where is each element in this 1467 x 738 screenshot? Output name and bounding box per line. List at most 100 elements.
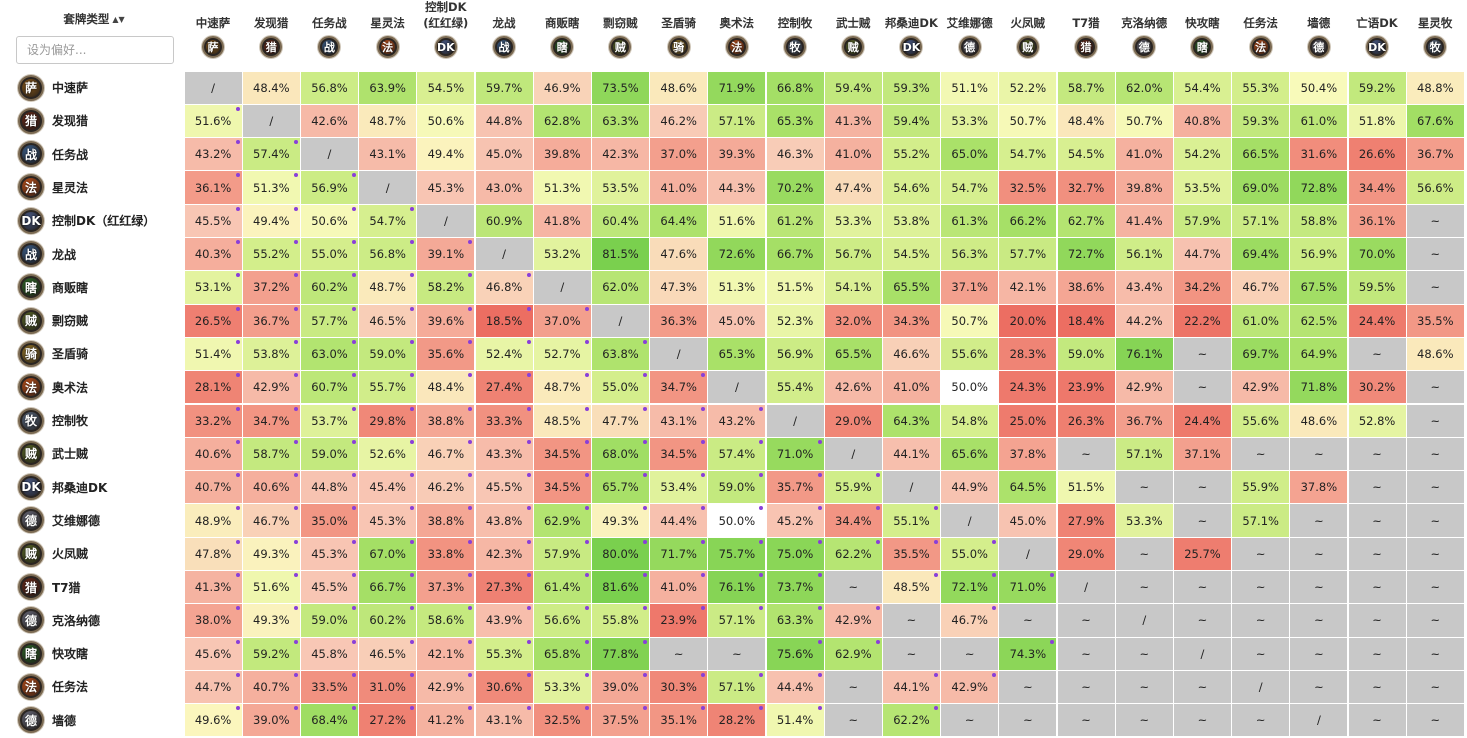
row-header[interactable]: 骑圣盾骑 — [18, 339, 88, 369]
winrate-cell[interactable]: 37.0% — [533, 304, 591, 337]
winrate-cell[interactable]: 56.8% — [359, 238, 417, 271]
winrate-cell[interactable]: 27.9% — [1057, 504, 1115, 537]
winrate-cell[interactable]: 61.0% — [1232, 304, 1290, 337]
winrate-cell[interactable]: 54.5% — [882, 238, 941, 271]
winrate-cell[interactable]: 69.4% — [1232, 238, 1290, 271]
winrate-cell[interactable]: 68.0% — [591, 437, 650, 471]
winrate-cell[interactable]: 20.0% — [999, 304, 1057, 337]
winrate-cell[interactable]: 61.0% — [1290, 104, 1348, 138]
no-data-cell[interactable]: ~ — [1406, 504, 1464, 537]
winrate-cell[interactable]: 33.2% — [184, 404, 242, 437]
winrate-cell[interactable]: 62.2% — [824, 537, 882, 570]
winrate-cell[interactable]: 55.3% — [1232, 71, 1290, 104]
row-header[interactable]: 贼剽窃贼 — [18, 306, 88, 336]
winrate-cell[interactable]: 48.9% — [184, 504, 242, 537]
winrate-cell[interactable]: 57.1% — [1232, 204, 1290, 237]
winrate-cell[interactable]: 34.7% — [650, 371, 708, 404]
winrate-cell[interactable]: 48.7% — [533, 371, 591, 404]
winrate-cell[interactable]: 49.3% — [242, 604, 300, 637]
winrate-cell[interactable]: 51.3% — [242, 171, 300, 204]
winrate-cell[interactable]: 24.3% — [999, 371, 1057, 404]
no-data-cell[interactable]: ~ — [1290, 637, 1348, 670]
winrate-cell[interactable]: 62.5% — [1290, 304, 1348, 337]
winrate-cell[interactable]: 55.6% — [941, 337, 999, 371]
winrate-cell[interactable]: 56.6% — [1406, 171, 1464, 204]
winrate-cell[interactable]: 37.8% — [999, 437, 1057, 471]
no-data-cell[interactable]: ~ — [1173, 571, 1232, 604]
winrate-cell[interactable]: 62.0% — [1115, 71, 1173, 104]
no-data-cell[interactable]: ~ — [1406, 371, 1464, 404]
winrate-cell[interactable]: 48.8% — [1406, 71, 1464, 104]
winrate-cell[interactable]: 62.2% — [882, 704, 941, 737]
winrate-cell[interactable]: 50.7% — [1115, 104, 1173, 138]
mirror-cell[interactable]: / — [359, 171, 417, 204]
column-header[interactable]: T7猎猎 — [1057, 0, 1115, 66]
mirror-cell[interactable]: / — [1290, 704, 1348, 737]
no-data-cell[interactable]: ~ — [1173, 604, 1232, 637]
winrate-cell[interactable]: 30.3% — [650, 670, 708, 704]
no-data-cell[interactable]: ~ — [1348, 571, 1406, 604]
winrate-cell[interactable]: 65.7% — [591, 471, 650, 504]
winrate-cell[interactable]: 54.7% — [359, 204, 417, 237]
mirror-cell[interactable]: / — [533, 271, 591, 304]
winrate-cell[interactable]: 28.1% — [184, 371, 242, 404]
no-data-cell[interactable]: ~ — [1115, 571, 1173, 604]
winrate-cell[interactable]: 59.0% — [708, 471, 766, 504]
winrate-cell[interactable]: 77.8% — [591, 637, 650, 670]
no-data-cell[interactable]: ~ — [1115, 471, 1173, 504]
winrate-cell[interactable]: 48.4% — [242, 71, 300, 104]
winrate-cell[interactable]: 44.7% — [184, 670, 242, 704]
winrate-cell[interactable]: 72.7% — [1057, 238, 1115, 271]
winrate-cell[interactable]: 66.5% — [1232, 138, 1290, 171]
row-header[interactable]: 猎 T7猎 — [18, 572, 81, 602]
winrate-cell[interactable]: 59.0% — [1057, 337, 1115, 371]
no-data-cell[interactable]: ~ — [1406, 471, 1464, 504]
no-data-cell[interactable]: ~ — [1348, 604, 1406, 637]
winrate-cell[interactable]: 45.5% — [300, 571, 359, 604]
winrate-cell[interactable]: 46.7% — [417, 437, 475, 471]
winrate-cell[interactable]: 31.6% — [1290, 138, 1348, 171]
no-data-cell[interactable]: ~ — [1348, 504, 1406, 537]
winrate-cell[interactable]: 45.0% — [999, 504, 1057, 537]
winrate-cell[interactable]: 58.7% — [242, 437, 300, 471]
mirror-cell[interactable]: / — [300, 138, 359, 171]
no-data-cell[interactable]: ~ — [650, 637, 708, 670]
winrate-cell[interactable]: 50.0% — [941, 371, 999, 404]
winrate-cell[interactable]: 80.0% — [591, 537, 650, 570]
winrate-cell[interactable]: 41.0% — [824, 138, 882, 171]
winrate-cell[interactable]: 37.5% — [591, 704, 650, 737]
winrate-cell[interactable]: 44.1% — [882, 437, 941, 471]
winrate-cell[interactable]: 59.0% — [359, 337, 417, 371]
winrate-cell[interactable]: 33.5% — [300, 670, 359, 704]
row-header[interactable]: 战任务战 — [18, 139, 88, 169]
winrate-cell[interactable]: 53.3% — [533, 670, 591, 704]
winrate-cell[interactable]: 30.2% — [1348, 371, 1406, 404]
winrate-cell[interactable]: 42.1% — [417, 637, 475, 670]
column-header[interactable]: 墙德德 — [1290, 0, 1348, 66]
winrate-cell[interactable]: 43.1% — [359, 138, 417, 171]
no-data-cell[interactable]: ~ — [1348, 537, 1406, 570]
winrate-cell[interactable]: 44.9% — [941, 471, 999, 504]
no-data-cell[interactable]: ~ — [999, 604, 1057, 637]
winrate-cell[interactable]: 49.6% — [184, 704, 242, 737]
no-data-cell[interactable]: ~ — [1232, 571, 1290, 604]
winrate-cell[interactable]: 55.0% — [300, 238, 359, 271]
winrate-cell[interactable]: 59.3% — [882, 71, 941, 104]
winrate-cell[interactable]: 75.0% — [766, 537, 824, 570]
winrate-cell[interactable]: 45.3% — [359, 504, 417, 537]
winrate-cell[interactable]: 47.4% — [824, 171, 882, 204]
column-header[interactable]: 圣盾骑骑 — [650, 0, 708, 66]
winrate-cell[interactable]: 23.9% — [1057, 371, 1115, 404]
winrate-cell[interactable]: 54.4% — [1173, 71, 1232, 104]
winrate-cell[interactable]: 35.7% — [766, 471, 824, 504]
column-header[interactable]: 控制DK (红红绿) DK — [417, 0, 475, 66]
deck-type-header[interactable]: 套牌类型 ▲▼ — [14, 8, 174, 30]
row-header[interactable]: 瞎快攻瞎 — [18, 639, 88, 669]
no-data-cell[interactable]: ~ — [1057, 437, 1115, 471]
winrate-cell[interactable]: 59.2% — [1348, 71, 1406, 104]
no-data-cell[interactable]: ~ — [999, 704, 1057, 737]
winrate-cell[interactable]: 45.8% — [300, 637, 359, 670]
no-data-cell[interactable]: ~ — [882, 604, 941, 637]
winrate-cell[interactable]: 63.3% — [591, 104, 650, 138]
winrate-cell[interactable]: 71.0% — [766, 437, 824, 471]
